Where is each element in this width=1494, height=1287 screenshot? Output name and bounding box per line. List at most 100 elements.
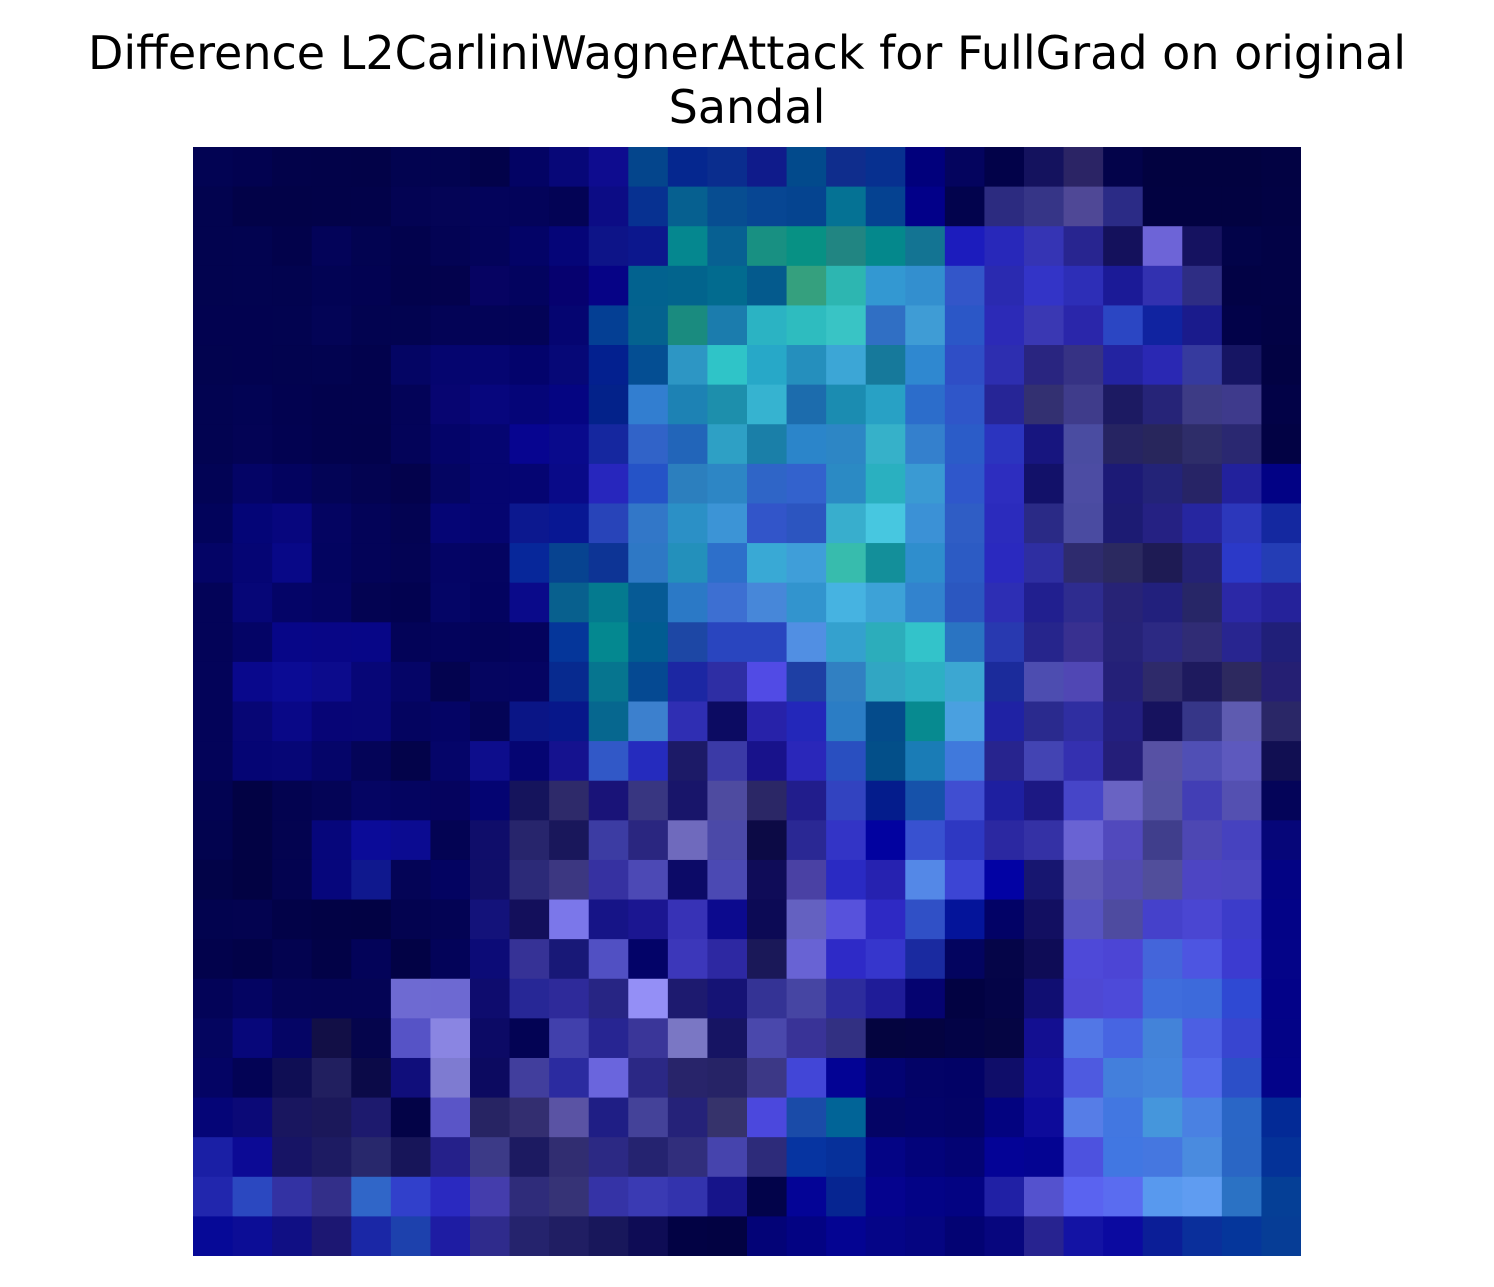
heatmap-cell [1261, 1098, 1301, 1138]
heatmap-cell [747, 741, 787, 781]
heatmap-cell [272, 543, 312, 583]
heatmap-cell [984, 385, 1024, 425]
heatmap-cell [351, 226, 391, 266]
heatmap-cell [866, 662, 906, 702]
heatmap-cell [905, 820, 945, 860]
heatmap-cell [272, 226, 312, 266]
heatmap-cell [1182, 622, 1222, 662]
heatmap-cell [628, 543, 668, 583]
heatmap-cell [1024, 1177, 1064, 1217]
heatmap-cell [826, 583, 866, 623]
heatmap-cell [826, 147, 866, 187]
heatmap-cell [272, 979, 312, 1019]
heatmap-cell [1103, 900, 1143, 940]
heatmap-cell [1103, 820, 1143, 860]
heatmap-cell [312, 1098, 352, 1138]
heatmap-cell [470, 1137, 510, 1177]
heatmap-cell [707, 860, 747, 900]
heatmap-cell [628, 1137, 668, 1177]
heatmap-cell [470, 939, 510, 979]
heatmap-cell [984, 226, 1024, 266]
heatmap-cell [945, 702, 985, 742]
heatmap-cell [351, 147, 391, 187]
heatmap-cell [272, 1058, 312, 1098]
heatmap-cell [470, 147, 510, 187]
heatmap-cell [1103, 226, 1143, 266]
heatmap-cell [1182, 1058, 1222, 1098]
heatmap-cell [826, 781, 866, 821]
heatmap-cell [866, 226, 906, 266]
heatmap-cell [589, 820, 629, 860]
heatmap-cell [312, 939, 352, 979]
heatmap-cell [1182, 979, 1222, 1019]
heatmap-cell [312, 464, 352, 504]
heatmap-cell [589, 741, 629, 781]
heatmap-cell [668, 1018, 708, 1058]
heatmap-cell [391, 226, 431, 266]
heatmap-cell [707, 900, 747, 940]
heatmap-cell [1222, 147, 1262, 187]
heatmap-cell [549, 583, 589, 623]
heatmap-cell [905, 385, 945, 425]
heatmap-cell [1261, 622, 1301, 662]
heatmap-cell [193, 1018, 233, 1058]
heatmap-cell [707, 662, 747, 702]
heatmap-cell [430, 1058, 470, 1098]
heatmap-cell [351, 1137, 391, 1177]
heatmap-cell [1103, 424, 1143, 464]
heatmap-cell [747, 305, 787, 345]
heatmap-cell [628, 662, 668, 702]
heatmap-cell [945, 1177, 985, 1217]
heatmap-cell [787, 147, 827, 187]
heatmap-cell [193, 939, 233, 979]
heatmap-cell [1064, 741, 1104, 781]
heatmap-cell [1261, 1058, 1301, 1098]
heatmap-cell [470, 1216, 510, 1256]
heatmap-cell [470, 781, 510, 821]
heatmap-cell [1261, 900, 1301, 940]
heatmap-cell [233, 543, 273, 583]
heatmap-cell [233, 503, 273, 543]
heatmap-cell [787, 1177, 827, 1217]
heatmap-cell [193, 266, 233, 306]
heatmap-cell [1182, 1018, 1222, 1058]
heatmap-cell [1024, 1137, 1064, 1177]
heatmap-cell [668, 1137, 708, 1177]
heatmap-cell [984, 820, 1024, 860]
heatmap-cell [1222, 1177, 1262, 1217]
heatmap-cell [826, 345, 866, 385]
heatmap-cell [1103, 147, 1143, 187]
heatmap-cell [549, 305, 589, 345]
heatmap-cell [391, 1098, 431, 1138]
heatmap-cell [1024, 622, 1064, 662]
heatmap-cell [1103, 385, 1143, 425]
heatmap-cell [747, 900, 787, 940]
heatmap-cell [1064, 820, 1104, 860]
heatmap-cell [549, 226, 589, 266]
heatmap-cell [233, 900, 273, 940]
heatmap-cell [312, 1177, 352, 1217]
heatmap-cell [1222, 543, 1262, 583]
heatmap-cell [233, 820, 273, 860]
heatmap-cell [984, 1137, 1024, 1177]
heatmap-cell [628, 781, 668, 821]
heatmap-cell [272, 1137, 312, 1177]
heatmap-cell [312, 147, 352, 187]
heatmap-cell [984, 305, 1024, 345]
heatmap-cell [866, 543, 906, 583]
heatmap-cell [984, 702, 1024, 742]
heatmap-cell [668, 900, 708, 940]
heatmap-cell [1182, 1177, 1222, 1217]
heatmap-cell [351, 503, 391, 543]
heatmap-cell [1024, 662, 1064, 702]
heatmap-cell [351, 385, 391, 425]
heatmap-cell [866, 979, 906, 1019]
heatmap-cell [668, 860, 708, 900]
heatmap-cell [905, 266, 945, 306]
heatmap-cell [707, 424, 747, 464]
heatmap-cell [787, 583, 827, 623]
heatmap-cell [1143, 939, 1183, 979]
heatmap-cell [1182, 305, 1222, 345]
heatmap-cell [905, 424, 945, 464]
heatmap-cell [628, 147, 668, 187]
